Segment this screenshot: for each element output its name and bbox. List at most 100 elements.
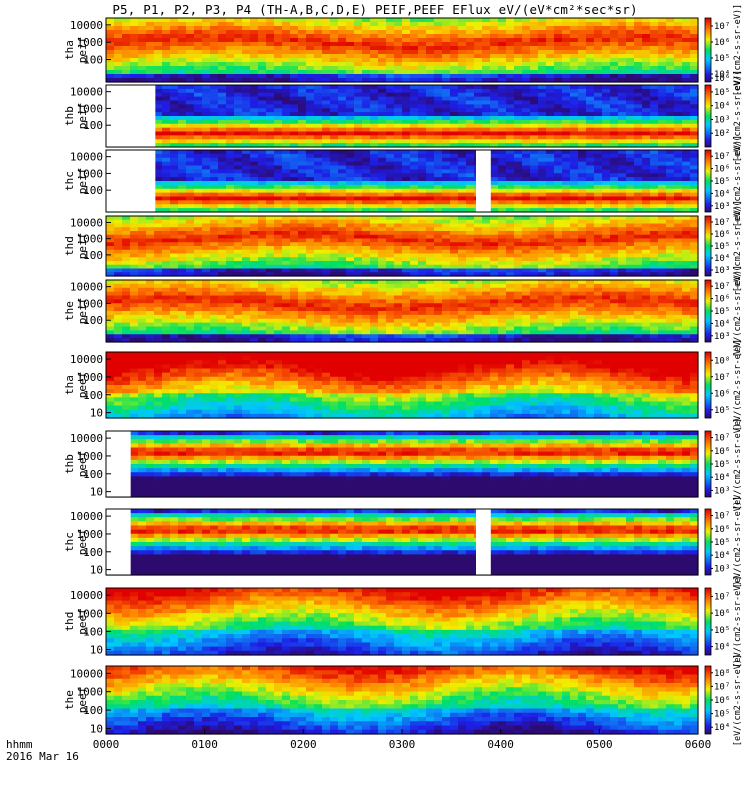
heatmap-cell — [274, 150, 283, 155]
heatmap-cell — [394, 18, 403, 23]
heatmap-cell — [186, 242, 195, 247]
heatmap-cell — [242, 139, 251, 144]
heatmap-cell — [378, 92, 387, 98]
heatmap-cell — [242, 261, 251, 266]
heatmap-cell — [610, 181, 619, 186]
heatmap-cell — [586, 153, 595, 159]
heatmap-cell — [546, 70, 555, 75]
heatmap-cell — [410, 96, 419, 102]
heatmap-cell — [194, 165, 203, 170]
heatmap-cell — [482, 127, 491, 133]
heatmap-cell — [218, 216, 227, 221]
heatmap-cell — [154, 257, 163, 262]
heatmap-cell — [482, 139, 491, 144]
heatmap-cell — [186, 123, 195, 129]
heatmap-cell — [506, 123, 515, 129]
heatmap-cell — [490, 62, 499, 67]
heatmap-cell — [386, 30, 395, 35]
heatmap-cell — [658, 246, 667, 251]
heatmap-cell — [650, 200, 659, 205]
heatmap-cell — [506, 74, 515, 79]
heatmap-cell — [122, 318, 131, 324]
heatmap-cell — [554, 253, 563, 258]
heatmap-cell — [634, 204, 643, 209]
heatmap-cell — [690, 112, 699, 117]
heatmap-cell — [290, 139, 299, 144]
heatmap-cell — [506, 131, 515, 136]
heatmap-cell — [186, 104, 195, 109]
heatmap-cell — [226, 223, 235, 228]
heatmap-cell — [530, 74, 539, 79]
heatmap-cell — [282, 78, 291, 83]
heatmap-cell — [138, 249, 147, 255]
heatmap-cell — [122, 291, 131, 297]
heatmap-cell — [578, 257, 587, 262]
heatmap-cell — [282, 242, 291, 247]
heatmap-cell — [330, 104, 339, 109]
heatmap-cell — [282, 249, 291, 255]
heatmap-cell — [490, 143, 499, 148]
heatmap-cell — [290, 127, 299, 133]
heatmap-cell — [666, 242, 675, 247]
heatmap-cell — [242, 272, 251, 277]
heatmap-cell — [562, 246, 571, 251]
heatmap-cell — [450, 58, 459, 63]
heatmap-cell — [402, 123, 411, 129]
heatmap-cell — [594, 22, 603, 27]
heatmap-cell — [314, 62, 323, 67]
heatmap-cell — [586, 74, 595, 79]
heatmap-cell — [602, 135, 611, 140]
heatmap-cell — [522, 139, 531, 144]
heatmap-cell — [282, 96, 291, 102]
heatmap-cell — [114, 246, 123, 251]
heatmap-cell — [290, 234, 299, 240]
heatmap-cell — [250, 74, 259, 79]
heatmap-cell — [122, 287, 131, 293]
heatmap-cell — [546, 85, 555, 90]
heatmap-cell — [426, 261, 435, 266]
heatmap-cell — [690, 139, 699, 144]
heatmap-cell — [642, 127, 651, 133]
heatmap-cell — [274, 169, 283, 174]
heatmap-cell — [226, 96, 235, 102]
heatmap-cell — [218, 116, 227, 121]
heatmap-cell — [354, 18, 363, 23]
heatmap-cell — [674, 208, 683, 213]
heatmap-cell — [370, 78, 379, 83]
heatmap-cell — [402, 54, 411, 59]
heatmap-cell — [394, 181, 403, 186]
heatmap-cell — [538, 42, 547, 47]
heatmap-cell — [330, 42, 339, 47]
heatmap-cell — [178, 161, 187, 167]
heatmap-cell — [386, 123, 395, 129]
heatmap-cell — [610, 38, 619, 43]
heatmap-cell — [250, 192, 259, 198]
heatmap-cell — [186, 108, 195, 113]
heatmap-cell — [426, 181, 435, 186]
heatmap-cell — [442, 131, 451, 136]
heatmap-cell — [426, 173, 435, 178]
heatmap-cell — [370, 253, 379, 258]
heatmap-cell — [154, 181, 163, 186]
heatmap-cell — [458, 62, 467, 67]
heatmap-cell — [354, 123, 363, 129]
heatmap-cell — [226, 66, 235, 71]
heatmap-cell — [658, 200, 667, 205]
heatmap-cell — [666, 173, 675, 178]
heatmap-cell — [450, 139, 459, 144]
heatmap-cell — [138, 287, 147, 293]
heatmap-cell — [642, 150, 651, 155]
heatmap-cell — [650, 268, 659, 273]
heatmap-cell — [354, 272, 363, 277]
heatmap-cell — [114, 338, 123, 343]
heatmap-cell — [530, 131, 539, 136]
heatmap-cell — [410, 26, 419, 31]
heatmap-cell — [474, 246, 483, 251]
heatmap-cell — [634, 242, 643, 247]
heatmap-cell — [170, 139, 179, 144]
heatmap-cell — [682, 150, 691, 155]
heatmap-cell — [330, 135, 339, 140]
heatmap-cell — [202, 139, 211, 144]
heatmap-cell — [322, 139, 331, 144]
heatmap-cell — [250, 139, 259, 144]
